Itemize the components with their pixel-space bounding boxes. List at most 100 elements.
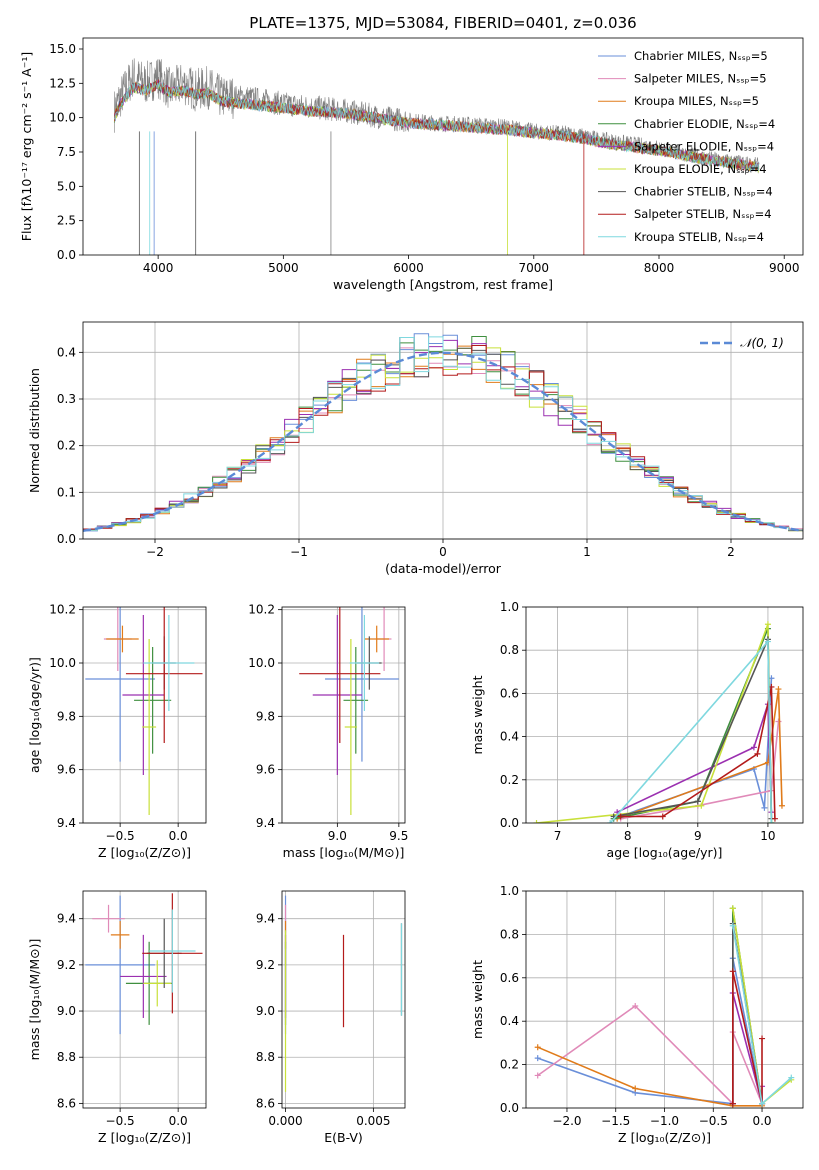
x-tick-label: −1: [290, 545, 308, 559]
axes-frame: [281, 606, 406, 824]
y-axis-label: age [log₁₀(age/yr)]: [27, 657, 42, 773]
y-tick-label: 0.3: [57, 392, 76, 406]
plot-area: [85, 893, 203, 1035]
error-bar-point: [92, 904, 125, 933]
y-axis-label: mass weight: [470, 960, 485, 1039]
y-tick-label: 9.8: [57, 709, 76, 723]
plot-area: [284, 895, 403, 1092]
error-bar-point: [312, 615, 362, 775]
y-tick-label: 9.0: [256, 1004, 275, 1018]
weight-marker: [534, 1044, 541, 1051]
y-tick-label: 0.0: [500, 1101, 519, 1115]
weight-marker: [534, 1055, 541, 1062]
y-tick-label: 9.4: [256, 912, 275, 926]
y-tick-label: 10.0: [49, 111, 76, 125]
weight-series: [729, 922, 795, 1107]
plot-area: [113, 58, 760, 255]
error-bar-point: [344, 639, 358, 815]
y-tick-label: 15.0: [49, 42, 76, 56]
y-tick-label: 7.5: [57, 145, 76, 159]
weight-marker: [632, 1085, 639, 1092]
y-tick-label: 9.0: [57, 1004, 76, 1018]
x-tick-label: 6000: [393, 261, 424, 275]
legend: 𝒩(0, 1): [700, 336, 784, 350]
weight-marker: [533, 820, 540, 823]
x-tick-label: 8: [624, 829, 632, 843]
weight-marker: [759, 1100, 766, 1107]
y-tick-label: 9.2: [57, 958, 76, 972]
x-tick-label: 0.000: [268, 1114, 302, 1128]
x-tick-label: 0: [439, 545, 447, 559]
y-tick-label: 9.4: [57, 912, 76, 926]
legend-entry: Kroupa MILES, Nₛₛₚ=5: [634, 94, 759, 108]
error-bar-point: [143, 960, 172, 1007]
x-tick-label: −0.5: [106, 1114, 135, 1128]
error-bar-point: [299, 607, 381, 743]
y-tick-label: 10.0: [49, 656, 76, 670]
weight-marker: [754, 750, 761, 757]
legend-entry: Salpeter STELIB, Nₛₛₚ=4: [634, 207, 772, 221]
x-tick-label: 0.0: [752, 1114, 771, 1128]
plot-area: [299, 607, 399, 815]
y-tick-label: 9.4: [256, 816, 275, 830]
weight-marker: [729, 922, 736, 929]
x-tick-label: 4000: [143, 261, 174, 275]
y-tick-label: 0.6: [500, 971, 519, 985]
x-tick-label: −2.0: [552, 1114, 581, 1128]
error-bar-point: [122, 615, 165, 775]
weight-marker: [771, 815, 778, 822]
x-tick-label: −2: [146, 545, 164, 559]
error-bar-point: [125, 607, 203, 743]
y-axis-label: mass [log₁₀(M/M⊙)]: [27, 939, 42, 1061]
x-axis-label: mass [log₁₀(M/M⊙)]: [283, 845, 405, 860]
x-tick-label: 9.5: [389, 829, 408, 843]
y-tick-label: 12.5: [49, 76, 76, 90]
y-tick-label: 0.0: [500, 816, 519, 830]
error-bar-point: [364, 625, 390, 653]
weight-series: [617, 683, 778, 822]
x-axis-label: Z [log₁₀(Z/Z⊙)]: [98, 845, 191, 860]
weight-marker: [694, 798, 701, 805]
y-tick-label: 8.8: [57, 1050, 76, 1064]
panel-age_vs_mass: 9.0 9.5 9.4 9.6 9.8 10.0 10.2 mass [log₁₀(M/M⊙)…: [248, 603, 408, 860]
panel-spectrum: 4000 5000 6000 7000 8000 9000 0.0 2.5 5.0 7.5 10.0…: [19, 14, 804, 292]
plot-area: [533, 621, 785, 823]
x-tick-label: 9: [694, 829, 702, 843]
x-tick-label: 0.0: [169, 1114, 188, 1128]
y-tick-label: 0.2: [500, 773, 519, 787]
panel-weight_vs_Z: −2.0 −1.5 −1.0 −0.5 0.0 0.0 0.2 0.4 0.6 0.8 1.0 Z […: [470, 884, 804, 1145]
error-bar-point: [149, 909, 196, 993]
error-bar-point: [110, 921, 130, 949]
x-tick-label: 0.0: [169, 829, 188, 843]
y-tick-label: 1.0: [500, 884, 519, 898]
weight-line: [537, 1046, 762, 1107]
legend-entry: Chabrier ELODIE, Nₛₛₚ=4: [634, 117, 775, 131]
legend-entry: Salpeter MILES, Nₛₛₚ=5: [634, 72, 767, 86]
x-tick-label: −1.0: [650, 1114, 679, 1128]
legend-entry: Kroupa ELODIE, Nₛₛₚ=4: [634, 162, 767, 176]
y-tick-label: 10.0: [248, 656, 275, 670]
legend-entry: Chabrier STELIB, Nₛₛₚ=4: [634, 185, 773, 199]
weight-marker: [698, 802, 705, 809]
y-tick-label: 0.6: [500, 686, 519, 700]
error-bar-point: [85, 895, 155, 1035]
y-tick-label: 0.8: [500, 927, 519, 941]
y-tick-label: 0.4: [57, 345, 76, 359]
y-tick-label: 5.0: [57, 179, 76, 193]
weight-marker: [659, 813, 666, 820]
x-tick-label: 9000: [769, 261, 800, 275]
y-tick-label: 0.4: [500, 730, 519, 744]
weight-line: [620, 721, 780, 820]
x-axis-label: age [log₁₀(age/yr)]: [607, 845, 723, 860]
legend-entry: Chabrier MILES, Nₛₛₚ=5: [634, 49, 768, 63]
weight-marker: [778, 802, 785, 809]
y-tick-label: 9.2: [256, 958, 275, 972]
panel-residuals: −2 −1 0 1 2 0.0 0.1 0.2 0.3 0.4 (data-model)/error…: [27, 321, 804, 576]
weight-marker: [761, 804, 768, 811]
x-tick-label: 8000: [644, 261, 675, 275]
y-tick-label: 8.6: [256, 1096, 275, 1110]
y-tick-label: 0.2: [500, 1058, 519, 1072]
x-tick-label: 7000: [519, 261, 550, 275]
x-axis-label: Z [log₁₀(Z/Z⊙)]: [98, 1130, 191, 1145]
x-tick-label: 2: [727, 545, 735, 559]
